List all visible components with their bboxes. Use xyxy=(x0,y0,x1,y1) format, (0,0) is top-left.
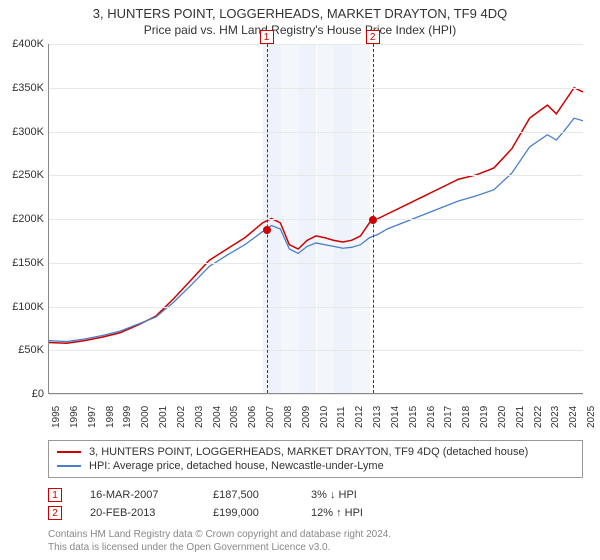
gridline xyxy=(49,219,583,220)
footer-line-2: This data is licensed under the Open Gov… xyxy=(48,541,391,554)
x-tick-label: 2025 xyxy=(586,406,597,428)
x-tick-label: 2010 xyxy=(319,406,330,428)
y-tick-label: £400K xyxy=(12,38,44,50)
gridline xyxy=(49,350,583,351)
event-marker: 2 xyxy=(48,506,62,520)
gridline xyxy=(49,88,583,89)
x-tick-label: 2023 xyxy=(550,406,561,428)
gridline xyxy=(49,132,583,133)
x-tick-label: 2020 xyxy=(497,406,508,428)
x-tick-label: 1997 xyxy=(87,406,98,428)
event-row-2: 2 20-FEB-2013 £199,000 12% ↑ HPI xyxy=(48,504,583,522)
event-date: 16-MAR-2007 xyxy=(90,489,185,501)
plot-area: 12 xyxy=(48,44,583,394)
event-price: £199,000 xyxy=(213,507,283,519)
events-table: 1 16-MAR-2007 £187,500 3% ↓ HPI 2 20-FEB… xyxy=(48,486,583,522)
event-pct: 3% ↓ HPI xyxy=(311,489,357,501)
legend-label: 3, HUNTERS POINT, LOGGERHEADS, MARKET DR… xyxy=(89,446,528,458)
chart-container: 3, HUNTERS POINT, LOGGERHEADS, MARKET DR… xyxy=(0,0,600,560)
event-date: 20-FEB-2013 xyxy=(90,507,185,519)
series-hpi xyxy=(49,118,583,341)
x-tick-label: 2021 xyxy=(515,406,526,428)
x-tick-label: 2015 xyxy=(408,406,419,428)
x-axis: 1995 1996 1997 1998 1999 2000 2001 2002 2003 2004… xyxy=(48,398,583,438)
x-tick-label: 2012 xyxy=(354,406,365,428)
x-tick-label: 2001 xyxy=(158,406,169,428)
x-tick-label: 2007 xyxy=(265,406,276,428)
x-tick-label: 2013 xyxy=(372,406,383,428)
footer: Contains HM Land Registry data © Crown c… xyxy=(48,528,391,554)
x-tick-label: 2006 xyxy=(247,406,258,428)
x-tick-label: 2005 xyxy=(229,406,240,428)
x-tick-label: 2008 xyxy=(283,406,294,428)
footer-line-1: Contains HM Land Registry data © Crown c… xyxy=(48,528,391,541)
gridline xyxy=(49,307,583,308)
event-row-1: 1 16-MAR-2007 £187,500 3% ↓ HPI xyxy=(48,486,583,504)
x-tick-label: 1998 xyxy=(105,406,116,428)
gridline xyxy=(49,263,583,264)
y-tick-label: £200K xyxy=(12,213,44,225)
sale-marker xyxy=(369,216,377,224)
legend-item-hpi: HPI: Average price, detached house, Newc… xyxy=(57,459,574,473)
x-tick-label: 2009 xyxy=(301,406,312,428)
y-tick-label: £300K xyxy=(12,126,44,138)
chart-title: 3, HUNTERS POINT, LOGGERHEADS, MARKET DR… xyxy=(0,0,600,21)
legend-label: HPI: Average price, detached house, Newc… xyxy=(89,460,384,472)
gridline xyxy=(49,394,583,395)
x-tick-label: 2011 xyxy=(336,406,347,428)
x-tick-label: 2017 xyxy=(443,406,454,428)
event-price: £187,500 xyxy=(213,489,283,501)
gridline xyxy=(49,44,583,45)
x-tick-label: 2003 xyxy=(194,406,205,428)
event-vline xyxy=(267,44,268,393)
x-tick-label: 2004 xyxy=(212,406,223,428)
chart-subtitle: Price paid vs. HM Land Registry's House … xyxy=(0,21,600,37)
x-tick-label: 2016 xyxy=(426,406,437,428)
y-tick-label: £100K xyxy=(12,301,44,313)
legend: 3, HUNTERS POINT, LOGGERHEADS, MARKET DR… xyxy=(48,440,583,478)
event-pct: 12% ↑ HPI xyxy=(311,507,363,519)
y-tick-label: £350K xyxy=(12,82,44,94)
x-tick-label: 2022 xyxy=(533,406,544,428)
y-tick-label: £0 xyxy=(32,388,44,400)
sale-marker xyxy=(263,226,271,234)
event-label: 2 xyxy=(366,30,380,44)
series-property xyxy=(49,88,583,344)
event-marker: 1 xyxy=(48,488,62,502)
x-tick-label: 1999 xyxy=(122,406,133,428)
x-tick-label: 1995 xyxy=(51,406,62,428)
x-tick-label: 2000 xyxy=(140,406,151,428)
y-tick-label: £50K xyxy=(18,344,44,356)
x-tick-label: 2019 xyxy=(479,406,490,428)
legend-item-property: 3, HUNTERS POINT, LOGGERHEADS, MARKET DR… xyxy=(57,445,574,459)
x-tick-label: 2024 xyxy=(568,406,579,428)
legend-swatch xyxy=(57,451,81,453)
x-tick-label: 2018 xyxy=(461,406,472,428)
x-tick-label: 2002 xyxy=(176,406,187,428)
y-tick-label: £250K xyxy=(12,169,44,181)
legend-swatch xyxy=(57,465,81,467)
y-tick-label: £150K xyxy=(12,257,44,269)
x-tick-label: 1996 xyxy=(69,406,80,428)
event-label: 1 xyxy=(260,30,274,44)
gridline xyxy=(49,175,583,176)
x-tick-label: 2014 xyxy=(390,406,401,428)
